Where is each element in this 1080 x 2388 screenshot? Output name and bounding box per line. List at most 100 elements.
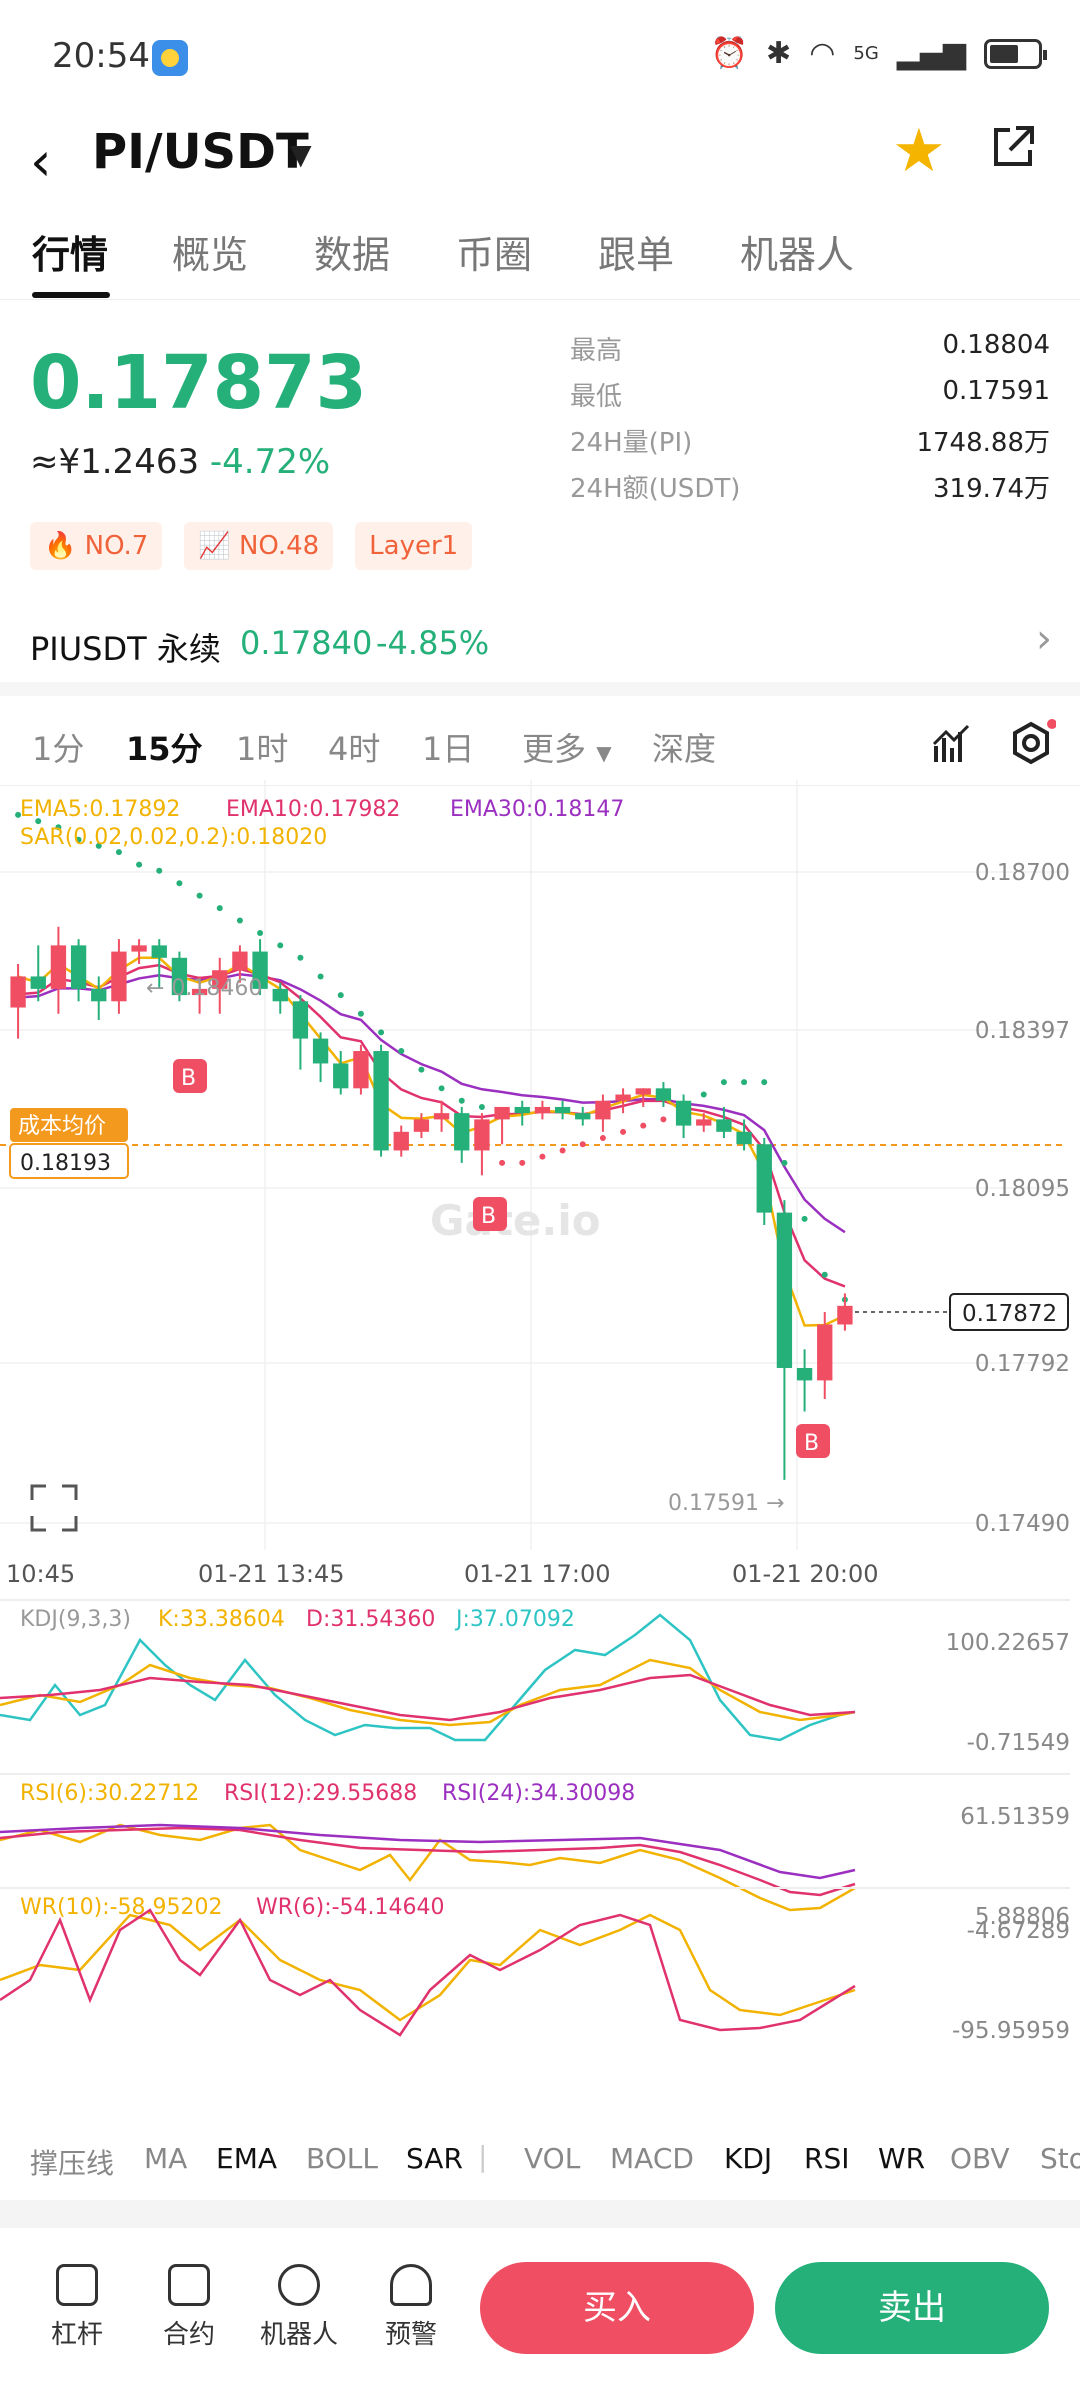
sell-button[interactable]: 卖出 <box>775 2262 1049 2354</box>
settings-hex-icon[interactable] <box>1006 718 1056 768</box>
candle-body <box>212 970 228 989</box>
sar-dot <box>620 1128 627 1135</box>
ema10-legend: EMA10:0.17982 <box>226 797 400 822</box>
sar-dot <box>801 1215 808 1222</box>
x-tick: 01-21 17:00 <box>464 1560 611 1588</box>
wr6: WR(6):-54.14640 <box>256 1895 445 1920</box>
status-time: 20:54 <box>52 36 150 76</box>
chart-grid <box>0 780 1065 1550</box>
stat-value: 1748.88万 <box>916 428 1050 458</box>
wr10-line <box>0 1913 856 2022</box>
interval-15m[interactable]: 15分 <box>126 730 203 768</box>
stat-low: 最低 0.17591 <box>570 376 1050 422</box>
pair-title[interactable]: PI/USDT <box>92 124 309 180</box>
ema5-legend: EMA5:0.17892 <box>20 797 180 822</box>
star-icon[interactable]: ★ <box>892 116 946 186</box>
share-icon[interactable] <box>988 122 1038 172</box>
x-tick: 10:45 <box>6 1560 75 1588</box>
candle-body <box>454 1113 470 1151</box>
price-change: -4.72% <box>209 442 331 482</box>
main-tabs: 行情 概览 数据 币圈 跟单 机器人 <box>0 216 1080 300</box>
trade-marker[interactable]: B <box>796 1424 830 1458</box>
wifi-icon: ◠ <box>809 36 836 71</box>
tab-market[interactable]: 行情 <box>32 233 109 277</box>
interval-1h[interactable]: 1时 <box>236 730 289 768</box>
candle-body <box>10 976 26 1008</box>
sar-dot <box>741 1079 748 1086</box>
ind-obv[interactable]: OBV <box>950 2142 1010 2175</box>
back-icon[interactable]: ‹ <box>30 130 52 193</box>
bot-button[interactable]: 机器人 <box>254 2264 344 2351</box>
chevron-right-icon: › <box>1036 616 1052 662</box>
stat-label: 最低 <box>570 382 623 412</box>
tag-hot-rank[interactable]: 🔥 NO.7 <box>30 522 163 570</box>
interval-4h[interactable]: 4时 <box>328 730 381 768</box>
interval-1d[interactable]: 1日 <box>422 730 475 768</box>
stat-high: 最高 0.18804 <box>570 330 1050 376</box>
tag-trend-rank[interactable]: 📈 NO.48 <box>184 522 334 570</box>
perp-change: -4.85% <box>376 624 490 662</box>
expand-icon[interactable] <box>30 1484 78 1532</box>
tab-community[interactable]: 币圈 <box>456 233 533 277</box>
trade-marker[interactable]: B <box>473 1197 507 1231</box>
perpetual-row[interactable]: PIUSDT 永续 0.17840 -4.85% › <box>0 610 1080 680</box>
tab-copy-trade[interactable]: 跟单 <box>598 233 675 277</box>
candle-body <box>70 945 87 989</box>
interval-1m[interactable]: 1分 <box>32 730 85 768</box>
cny-price: ≈¥1.2463 -4.72% <box>30 442 330 482</box>
trade-marker[interactable]: B <box>173 1059 207 1093</box>
y-tick: 0.18095 <box>975 1176 1070 1202</box>
ind-wr[interactable]: WR <box>878 2142 926 2175</box>
interval-depth[interactable]: 深度 <box>652 730 717 768</box>
tags-row: 🔥 NO.7 📈 NO.48 Layer1 <box>30 522 473 570</box>
sar-dot <box>418 1066 425 1073</box>
ind-sar[interactable]: SAR <box>406 2142 463 2175</box>
sar-dot <box>478 1103 485 1110</box>
ind-rsi[interactable]: RSI <box>804 2142 850 2175</box>
sar-dot <box>257 929 264 936</box>
futures-button[interactable]: 合约 <box>144 2264 234 2351</box>
ind-vol[interactable]: VOL <box>524 2142 581 2175</box>
margin-button[interactable]: 杠杆 <box>32 2264 122 2351</box>
candle-body <box>151 945 167 958</box>
sar-dot <box>297 954 304 961</box>
caret-down-icon[interactable]: ▼ <box>290 138 312 171</box>
indicator-settings-icon[interactable] <box>930 722 974 766</box>
tab-bots[interactable]: 机器人 <box>740 233 855 277</box>
ind-ema[interactable]: EMA <box>216 2142 278 2175</box>
candle-body <box>171 957 188 996</box>
alert-button[interactable]: 预警 <box>366 2264 456 2351</box>
tab-overview[interactable]: 概览 <box>172 233 249 277</box>
sar-dot <box>277 942 284 949</box>
candle-body <box>595 1100 611 1120</box>
candle-body <box>675 1100 692 1126</box>
interval-more[interactable]: 更多 ▼ <box>522 724 612 770</box>
sar-dot <box>660 1116 667 1123</box>
tag-sector[interactable]: Layer1 <box>355 522 473 570</box>
sar-dot <box>559 1147 566 1154</box>
sar-dot <box>640 1122 647 1129</box>
candle-body <box>433 1113 450 1120</box>
ind-stochrsi[interactable]: StochRSI <box>1040 2142 1080 2175</box>
ind-support[interactable]: 撑压线 <box>30 2147 115 2180</box>
sar-dot <box>821 1271 828 1278</box>
candle-body <box>696 1119 712 1126</box>
ind-boll[interactable]: BOLL <box>306 2142 378 2175</box>
ind-macd[interactable]: MACD <box>610 2142 694 2175</box>
buy-button[interactable]: 买入 <box>480 2262 754 2354</box>
candle-body <box>111 951 127 1002</box>
tab-data[interactable]: 数据 <box>314 233 391 277</box>
sar-dot <box>75 836 82 843</box>
cost-price-tag[interactable]: 成本均价 0.18193 <box>9 1108 129 1179</box>
caret-down-icon: ▼ <box>596 741 612 765</box>
ind-kdj[interactable]: KDJ <box>724 2142 773 2175</box>
cost-label: 成本均价 <box>18 1114 106 1139</box>
candle-body <box>716 1119 732 1132</box>
weather-icon <box>152 40 188 76</box>
stat-turnover: 24H额(USDT) 319.74万 <box>570 468 1050 514</box>
y-tick: 0.17490 <box>975 1511 1070 1537</box>
ind-ma[interactable]: MA <box>144 2142 188 2175</box>
interval-more-label: 更多 <box>522 730 587 768</box>
kline-chart[interactable]: Gate.io EMA5:0.17892 EMA10:0.17982 EMA30… <box>0 780 1080 2120</box>
trend-icon: 📈 <box>198 531 239 561</box>
